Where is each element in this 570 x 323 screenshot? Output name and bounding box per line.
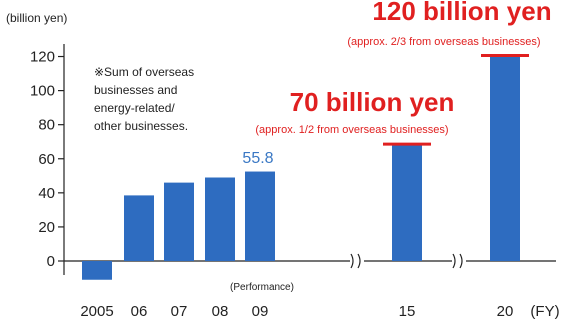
bar [82, 261, 112, 280]
bar [490, 56, 520, 261]
value-label-2009: 55.8 [242, 150, 273, 167]
x-tick-label: 06 [131, 303, 148, 320]
x-tick-label: 09 [252, 303, 269, 320]
x-tick-label: 15 [399, 303, 416, 320]
axis-layer: 0 20 40 60 80 100 120 2005 06 07 08 09 15 20 [30, 44, 556, 320]
target-2015-title: 70 billion yen [290, 87, 455, 117]
axis-break-mark [452, 253, 456, 269]
axis-break-mark [357, 253, 361, 269]
bar [245, 171, 275, 261]
note-line-4: other businesses. [94, 119, 188, 133]
x-tick-label: 2005 [80, 303, 113, 320]
y-tick-label: 20 [38, 219, 55, 236]
note-line-3: energy-related/ [94, 101, 175, 115]
y-tick-label: 120 [30, 49, 55, 66]
performance-label: (Performance) [230, 282, 294, 293]
target-2015-subtitle: (approx. 1/2 from overseas businesses) [255, 124, 448, 136]
x-axis-unit-label: (FY) [530, 303, 559, 320]
target-2020-subtitle: (approx. 2/3 from overseas businesses) [347, 36, 540, 48]
y-tick-label: 40 [38, 185, 55, 202]
bar [205, 177, 235, 261]
bar-layer [82, 54, 529, 280]
y-tick-label: 80 [38, 117, 55, 134]
axis-break-mark [459, 253, 463, 269]
label-layer: (billion yen) ※Sum of overseas businesse… [6, 0, 560, 320]
note-line-2: businesses and [94, 83, 177, 97]
y-tick-label: 0 [47, 253, 55, 270]
target-2020-title: 120 billion yen [372, 0, 551, 26]
y-tick-label: 60 [38, 151, 55, 168]
x-tick-label: 08 [212, 303, 229, 320]
x-tick-label: 20 [497, 303, 514, 320]
bar [392, 145, 422, 261]
bar [164, 182, 194, 261]
bar [124, 195, 154, 261]
note-line-1: ※Sum of overseas [94, 65, 194, 79]
x-tick-label: 07 [171, 303, 188, 320]
axis-break-mark [350, 253, 354, 269]
y-unit-label: (billion yen) [6, 11, 67, 25]
y-tick-label: 100 [30, 83, 55, 100]
